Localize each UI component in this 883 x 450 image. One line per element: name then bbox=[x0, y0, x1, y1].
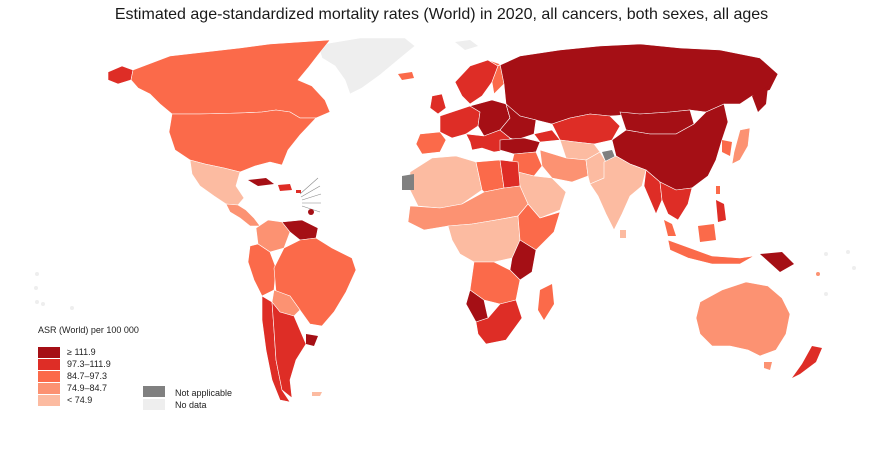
region-fiji[interactable] bbox=[816, 272, 820, 276]
region-western-sahara[interactable] bbox=[402, 174, 414, 190]
region-uk-ireland[interactable] bbox=[429, 93, 447, 115]
legend-swatch-5 bbox=[38, 395, 60, 406]
legend-label-not-applicable: Not applicable bbox=[175, 388, 233, 398]
region-south-africa[interactable] bbox=[475, 299, 523, 345]
legend-swatch-not-applicable bbox=[143, 386, 165, 397]
region-papua-new-guinea[interactable] bbox=[760, 252, 794, 272]
region-argentina[interactable] bbox=[271, 301, 307, 399]
region-pacific-island-f[interactable] bbox=[846, 250, 850, 254]
region-hawaii[interactable] bbox=[35, 272, 39, 276]
region-australia[interactable] bbox=[695, 281, 791, 357]
legend-label-4: 74.9–84.7 bbox=[67, 383, 108, 393]
legend-label-no-data: No data bbox=[175, 400, 207, 410]
legend-title: ASR (World) per 100 000 bbox=[38, 325, 139, 335]
region-canada[interactable] bbox=[130, 39, 331, 119]
region-puerto-rico[interactable] bbox=[296, 190, 301, 193]
legend-label-2: 97.3–111.9 bbox=[67, 359, 111, 369]
map-title: Estimated age-standardized mortality rat… bbox=[114, 6, 769, 23]
region-kamchatka[interactable] bbox=[752, 86, 768, 112]
region-svalbard[interactable] bbox=[455, 40, 478, 50]
caribbean-leader-lines bbox=[299, 177, 322, 213]
region-madagascar[interactable] bbox=[538, 284, 554, 320]
legend-swatch-2 bbox=[38, 359, 60, 370]
region-tasmania[interactable] bbox=[764, 362, 772, 370]
legend-swatch-4 bbox=[38, 383, 60, 394]
legend-label-3: 84.7–97.3 bbox=[67, 371, 108, 381]
region-peru-ecuador[interactable] bbox=[247, 243, 277, 297]
region-borneo[interactable] bbox=[698, 224, 716, 242]
legend-swatch-no-data bbox=[143, 399, 165, 410]
region-hispaniola[interactable] bbox=[278, 184, 292, 191]
legend-label-5: < 74.9 bbox=[67, 395, 93, 405]
region-falklands[interactable] bbox=[312, 392, 322, 396]
region-turkey[interactable] bbox=[499, 137, 541, 155]
region-pacific-island-d[interactable] bbox=[35, 300, 39, 304]
region-indochina[interactable] bbox=[659, 181, 693, 221]
region-malaysia[interactable] bbox=[664, 220, 676, 236]
region-uruguay[interactable] bbox=[306, 334, 318, 346]
region-pacific-island-b[interactable] bbox=[41, 302, 45, 306]
region-pacific-island-a[interactable] bbox=[34, 286, 38, 290]
region-iran[interactable] bbox=[539, 149, 589, 183]
region-alaska[interactable] bbox=[107, 65, 134, 85]
region-cuba[interactable] bbox=[248, 178, 274, 186]
region-new-zealand[interactable] bbox=[792, 346, 822, 378]
region-iceland[interactable] bbox=[398, 72, 414, 80]
region-scandinavia[interactable] bbox=[454, 59, 499, 105]
region-italy-balkans[interactable] bbox=[465, 129, 511, 153]
region-india[interactable] bbox=[589, 155, 647, 231]
region-philippines[interactable] bbox=[716, 200, 726, 222]
region-iberia[interactable] bbox=[415, 131, 447, 155]
legend-swatch-3 bbox=[38, 371, 60, 382]
region-trinidad[interactable] bbox=[308, 209, 314, 215]
region-pacific-island-c[interactable] bbox=[70, 306, 74, 310]
legend-label-1: ≥ 111.9 bbox=[67, 347, 96, 357]
region-indonesia[interactable] bbox=[667, 239, 755, 265]
region-japan[interactable] bbox=[731, 127, 751, 165]
region-greenland[interactable] bbox=[317, 37, 416, 95]
region-russia[interactable] bbox=[497, 43, 779, 125]
region-sri-lanka[interactable] bbox=[620, 230, 626, 238]
region-western-europe[interactable] bbox=[439, 105, 481, 139]
legend-swatch-1 bbox=[38, 347, 60, 358]
region-mexico[interactable] bbox=[189, 159, 245, 206]
region-pacific-island-g[interactable] bbox=[852, 266, 856, 270]
region-korea[interactable] bbox=[722, 140, 732, 156]
region-central-america[interactable] bbox=[225, 203, 261, 227]
region-north-africa-west[interactable] bbox=[409, 155, 483, 209]
region-taiwan[interactable] bbox=[716, 186, 720, 194]
region-pacific-island-h[interactable] bbox=[824, 292, 828, 296]
region-pacific-island-e[interactable] bbox=[824, 252, 828, 256]
